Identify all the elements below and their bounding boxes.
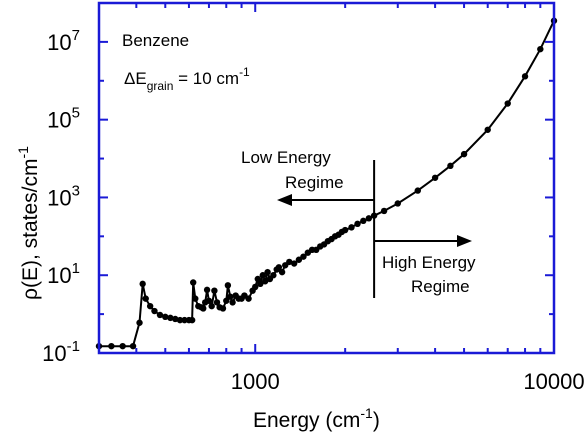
y-tick-label: 101 [47, 260, 80, 288]
grain-value: = 10 cm [173, 69, 239, 88]
y-tick-exponent: -1 [67, 338, 80, 355]
data-point [108, 342, 115, 350]
data-point [431, 174, 439, 181]
data-point [162, 313, 169, 321]
y-tick-exponent: 1 [72, 260, 80, 277]
data-point [213, 299, 221, 306]
y-tick-base: 10 [47, 30, 71, 55]
data-point [151, 307, 158, 315]
y-axis-title: ρ(E), states/cm-1 [15, 146, 42, 300]
data-point [380, 207, 388, 215]
data-point [278, 268, 286, 276]
y-tick-base: 10 [47, 108, 71, 133]
data-point [224, 282, 232, 289]
x-tick-label: 10000 [523, 369, 584, 394]
data-point [341, 226, 349, 234]
y-tick-base: 10 [42, 341, 66, 366]
plot-frame [97, 1, 556, 355]
data-point [537, 45, 544, 53]
data-point [504, 100, 511, 107]
low-regime-label-line1: Low Energy [241, 148, 331, 167]
data-point [521, 73, 529, 80]
data-point [219, 305, 227, 312]
data-point [203, 286, 211, 294]
data-point [119, 342, 126, 350]
data-point [360, 217, 367, 225]
data-point [176, 316, 184, 324]
x-axis-title: Energy (cm-1) [253, 405, 380, 432]
data-point [156, 311, 164, 319]
ticks-layer [98, 2, 555, 354]
data-point [129, 342, 137, 350]
data-point [188, 316, 196, 324]
data-point [142, 295, 149, 302]
data-point [264, 268, 271, 276]
y-tick-exponent: 7 [72, 27, 80, 44]
grain-subscript: grain [147, 79, 174, 93]
molecule-label: Benzene [122, 31, 189, 50]
data-point [254, 275, 261, 283]
data-point [208, 302, 215, 310]
y-tick-label: 103 [47, 182, 80, 210]
data-point [227, 293, 234, 300]
x-axis-title-main: Energy (cm [253, 409, 360, 432]
data-point [259, 272, 266, 279]
data-point [192, 295, 199, 302]
low-regime-label-line2: Regime [285, 173, 344, 192]
high-regime-arrowhead [457, 235, 472, 247]
data-point [211, 287, 218, 294]
y-tick-base: 10 [47, 185, 71, 210]
y-tick-exponent: 3 [72, 182, 80, 199]
data-point [290, 260, 298, 267]
data-point [348, 224, 355, 231]
data-point [205, 297, 213, 304]
data-point [295, 256, 303, 263]
data-point [200, 305, 207, 312]
high-regime-label-line1: High Energy [382, 253, 476, 272]
data-point [300, 253, 307, 260]
data-point [167, 314, 174, 322]
data-point [484, 126, 491, 133]
y-tick-label: 10-1 [42, 338, 80, 366]
data-point [365, 215, 373, 222]
x-tick-label: 1000 [231, 369, 280, 394]
data-point [189, 279, 197, 286]
data-point [414, 187, 421, 194]
data-point [181, 316, 188, 324]
data-point [245, 295, 252, 302]
x-axis-title-sup: -1 [360, 405, 373, 421]
data-point [223, 297, 230, 304]
y-tick-label: 105 [47, 105, 80, 133]
data-point [252, 283, 259, 291]
data-point [286, 258, 293, 266]
y-axis-title-sup: -1 [15, 146, 31, 159]
y-axis-title-main: ρ(E), states/cm [19, 159, 42, 300]
y-tick-label: 107 [47, 27, 80, 55]
low-regime-arrowhead [277, 194, 292, 206]
data-point [270, 272, 277, 279]
data-point [275, 264, 283, 271]
data-point [447, 162, 454, 170]
data-point [139, 280, 146, 288]
y-tick-exponent: 5 [72, 105, 80, 122]
data-point [394, 200, 401, 207]
data-point [354, 220, 361, 228]
x-axis-title-close: ) [373, 409, 380, 432]
regime-markers [277, 160, 472, 298]
data-point [460, 150, 468, 158]
y-tick-base: 10 [47, 263, 71, 288]
high-regime-label-line2: Regime [411, 277, 470, 296]
data-point [257, 280, 264, 288]
data-point [229, 299, 236, 306]
grain-superscript: -1 [239, 65, 250, 79]
data-point [136, 319, 143, 326]
grain-prefix: ΔE [124, 69, 147, 88]
grain-size-label: ΔEgrain = 10 cm-1 [124, 65, 250, 93]
data-point [146, 302, 154, 310]
